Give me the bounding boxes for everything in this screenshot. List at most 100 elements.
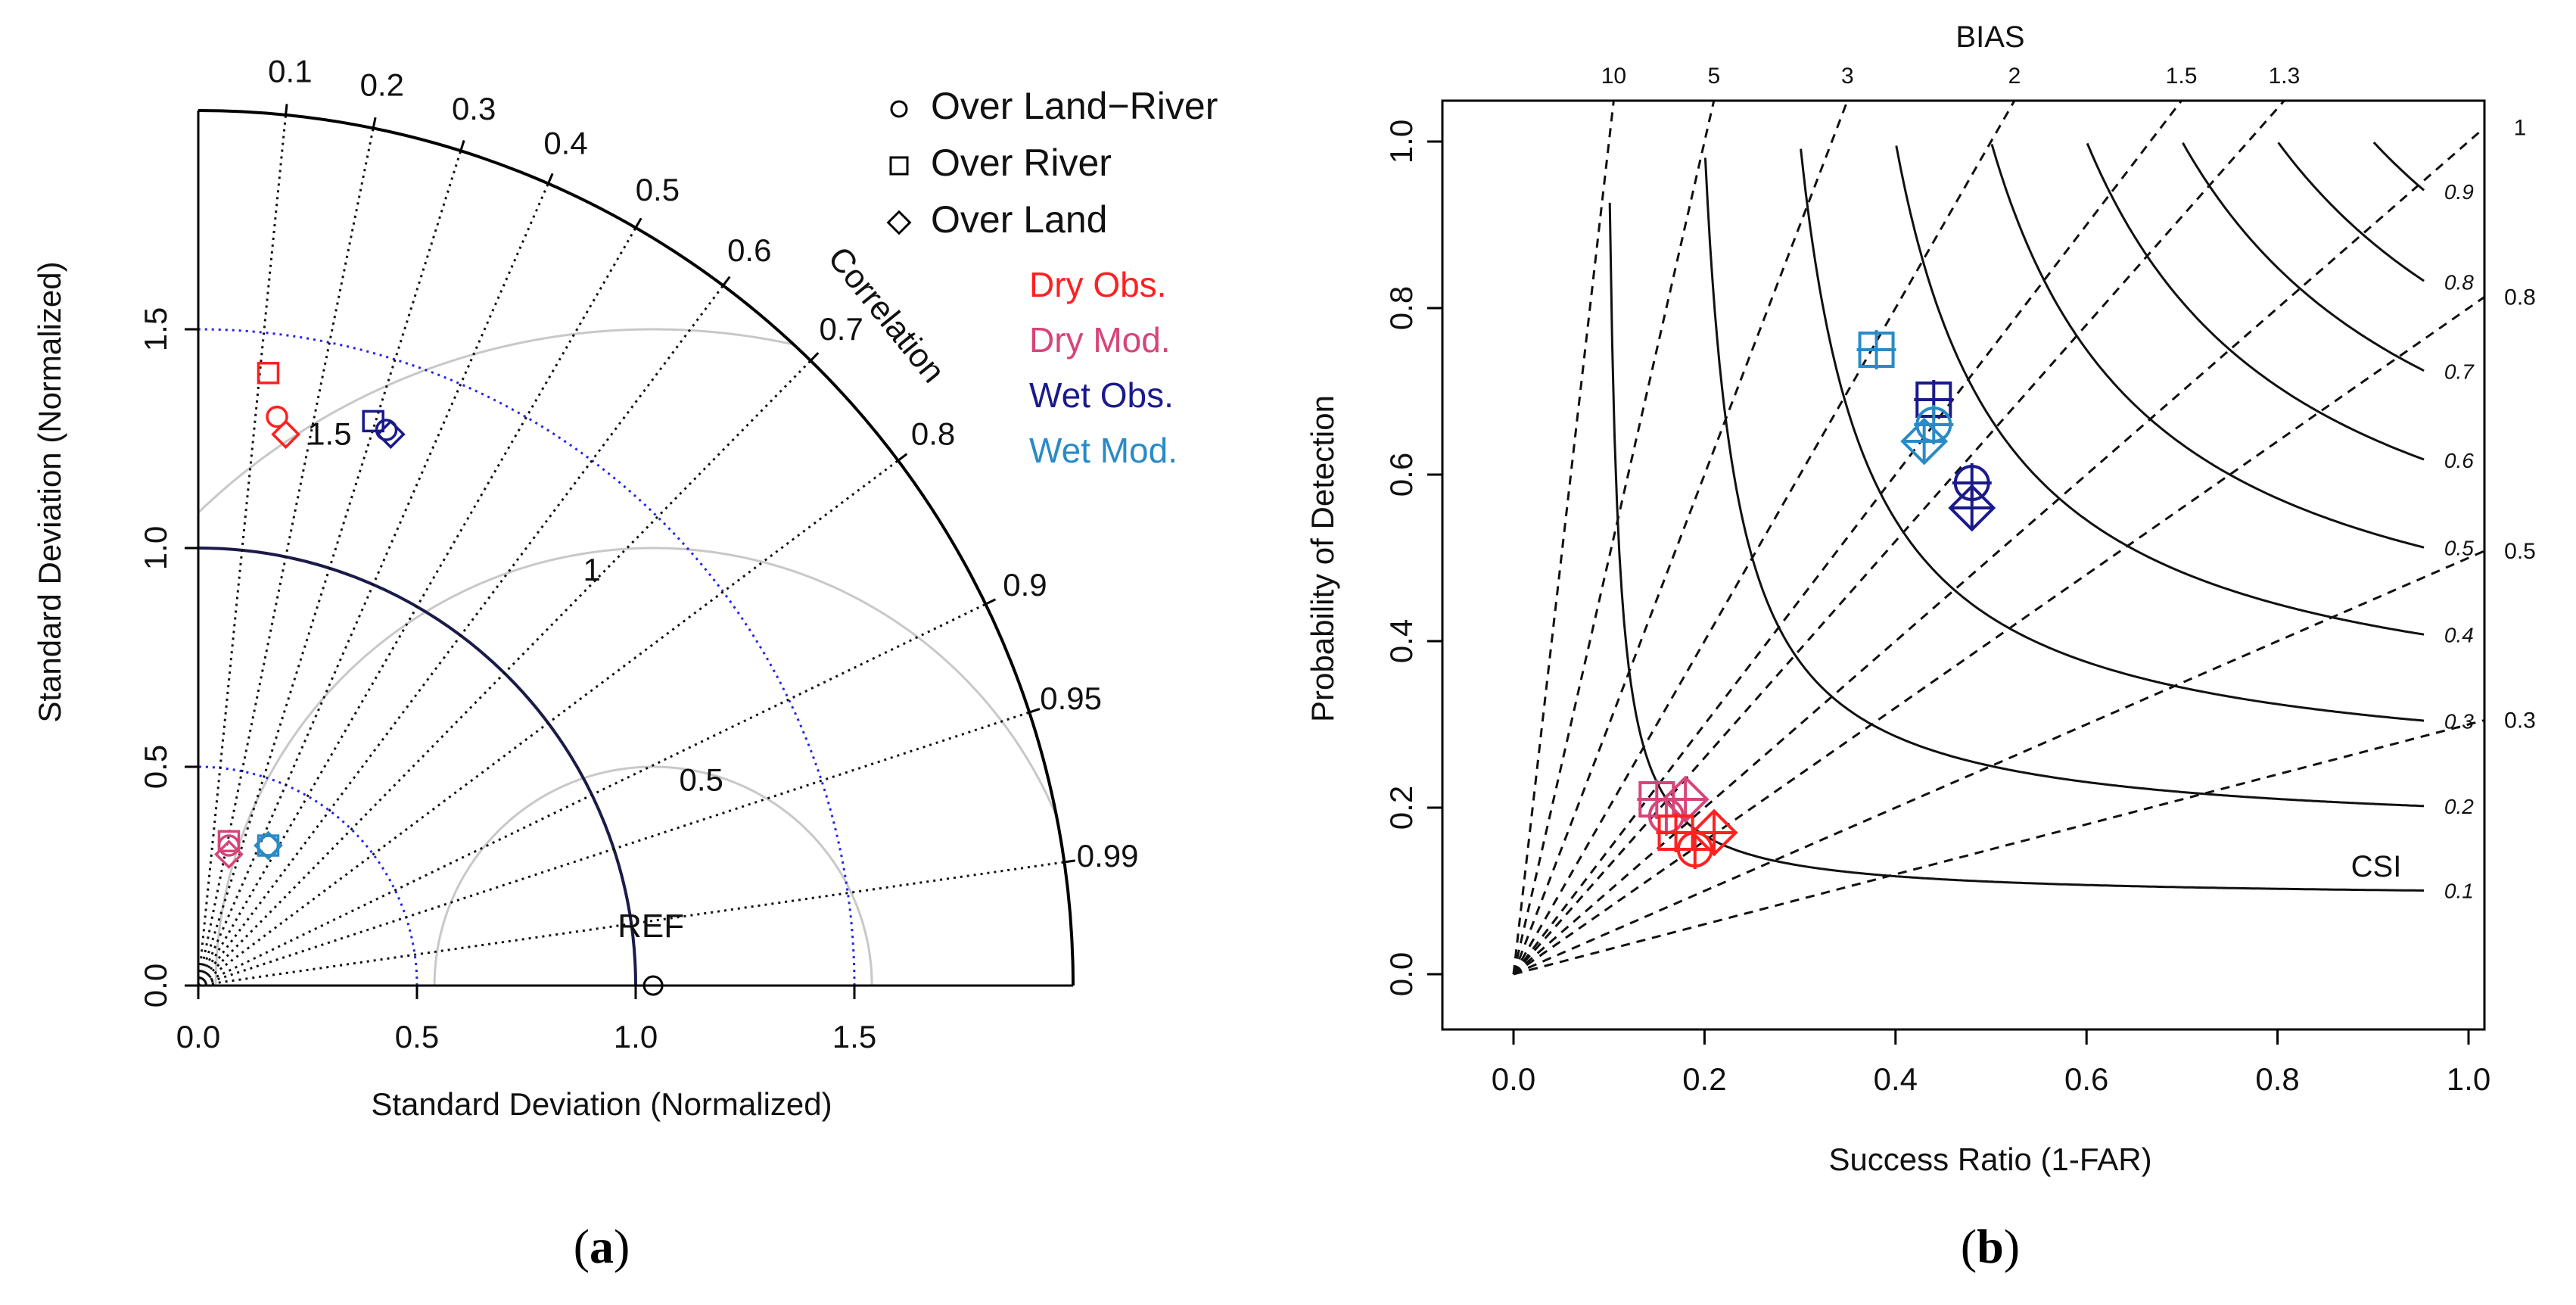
- csi-curve: [1895, 145, 2425, 636]
- taylor-point: [375, 419, 398, 441]
- correlation-ray: [198, 861, 1065, 987]
- legend-color-label: Dry Mod.: [1029, 320, 1171, 360]
- bias-label: 1: [2514, 116, 2527, 141]
- bias-line: [1512, 100, 1615, 975]
- taylor-x-label: Standard Deviation (Normalized): [371, 1086, 832, 1122]
- x-tick-label: 0.8: [2255, 1061, 2299, 1097]
- performance-point-cross: [1675, 830, 1715, 869]
- csi-label: 0.3: [2444, 709, 2474, 733]
- y-tick-label: 0.2: [1383, 786, 1419, 830]
- csi-curve: [2086, 142, 2425, 461]
- bias-label: 3: [1841, 64, 1854, 89]
- correlation-tick-label: 0.95: [1040, 681, 1102, 716]
- legend-circle-icon: [890, 100, 908, 118]
- performance-point: [1900, 417, 1949, 466]
- legend-color-label: Wet Mod.: [1029, 431, 1178, 470]
- rms-arc: [214, 547, 1057, 986]
- x-tick-label: 1.0: [2447, 1061, 2490, 1097]
- x-tick-label: 0.0: [176, 1019, 220, 1054]
- correlation-ray: [197, 114, 288, 986]
- legend-diamond-icon: [886, 210, 912, 235]
- x-tick-label: 0.2: [1682, 1061, 1726, 1097]
- correlation-tick-label: 0.4: [543, 126, 587, 161]
- bias-line: [1513, 296, 2485, 976]
- bias-line: [1512, 100, 1716, 975]
- y-tick-label: 0.0: [138, 964, 173, 1008]
- correlation-ray: [197, 182, 549, 986]
- bias-line: [1513, 550, 2485, 976]
- bias-label: 2: [2008, 64, 2021, 89]
- correlation-ray: [197, 128, 375, 986]
- performance-point-cross: [1856, 330, 1896, 369]
- correlation-tick: [1028, 708, 1041, 714]
- correlation-ray: [197, 285, 724, 986]
- csi-label: 0.8: [2444, 271, 2474, 294]
- csi-label: 0.9: [2444, 180, 2474, 204]
- bias-line: [1512, 100, 2182, 975]
- bias-line: [1512, 100, 2285, 975]
- y-tick-label: 0.5: [138, 745, 173, 789]
- taylor-point: [254, 830, 283, 861]
- bias-label: 0.8: [2504, 285, 2536, 310]
- taylor-point: [214, 839, 244, 869]
- csi-label: 0.4: [2444, 624, 2474, 647]
- panel-label-a: (a): [574, 1219, 630, 1273]
- plot-frame: [1441, 99, 2486, 1031]
- y-tick-label: 1.0: [138, 526, 173, 570]
- csi-curve: [2372, 142, 2425, 192]
- bias-label: 5: [1707, 64, 1720, 89]
- csi-label: 0.1: [2444, 879, 2474, 902]
- panel-label-b: (b): [1961, 1219, 2020, 1273]
- ref-point: [642, 975, 664, 996]
- correlation-ray: [198, 459, 899, 987]
- performance-x-label: Success Ratio (1-FAR): [1828, 1141, 2151, 1177]
- bias-label: 0.5: [2504, 539, 2536, 564]
- correlation-tick: [372, 117, 377, 129]
- correlation-ray: [198, 603, 987, 987]
- bias-line: [1512, 100, 2016, 975]
- correlation-tick: [985, 598, 997, 606]
- sd-arc-dotted: [198, 765, 418, 986]
- ref-label: REF: [618, 908, 684, 945]
- legend-shape-label: Over River: [931, 142, 1112, 184]
- rms-arc: [433, 765, 873, 986]
- correlation-ray: [197, 227, 637, 986]
- correlation-tick-label: 0.9: [1003, 567, 1047, 603]
- taylor-point: [257, 834, 280, 857]
- csi-label: 0.2: [2444, 795, 2474, 818]
- performance-point: [1661, 775, 1710, 824]
- correlation-tick: [634, 217, 642, 229]
- csi-curve: [1990, 144, 2425, 549]
- rms-label: 1: [583, 552, 601, 587]
- x-tick-label: 0.6: [2064, 1061, 2108, 1097]
- correlation-tick-label: 0.8: [911, 416, 955, 452]
- correlation-tick-label: 0.7: [819, 311, 863, 347]
- legend-color-label: Dry Obs.: [1029, 265, 1166, 304]
- correlation-ray: [198, 711, 1030, 987]
- correlation-ray: [197, 360, 812, 987]
- correlation-tick: [459, 140, 465, 151]
- csi-curve: [1800, 148, 2425, 722]
- rms-label: 1.5: [307, 416, 351, 452]
- correlation-tick-label: 0.1: [268, 53, 312, 89]
- rms-arc: [198, 328, 794, 513]
- correlation-tick-label: 0.2: [360, 67, 404, 103]
- sd-arc-reference: [198, 547, 637, 986]
- csi-title: CSI: [2351, 850, 2402, 883]
- correlation-tick-label: 0.99: [1077, 838, 1139, 874]
- performance-diagram: 10 5 3 2 1.5 1.3 1 0.8 0.5 0.3 0.1 0.2 0.3 0.4 0.5 0.6 0…: [1305, 20, 2536, 1273]
- taylor-point: [257, 362, 280, 385]
- y-tick-label: 1.0: [1383, 120, 1419, 164]
- correlation-ray: [197, 150, 462, 986]
- y-tick-label: 0.8: [1383, 286, 1419, 330]
- y-tick-label: 1.5: [138, 307, 173, 351]
- legend-shape-label: Over Land: [931, 198, 1107, 241]
- outer-arc: [198, 109, 1075, 986]
- taylor-legend: Over Land−River Over River Over Land Dry Ob…: [886, 85, 1218, 470]
- correlation-tick-label: 0.5: [636, 172, 680, 207]
- taylor-point: [266, 405, 288, 428]
- csi-curve: [2277, 142, 2425, 282]
- x-tick-label: 0.0: [1492, 1061, 1535, 1097]
- correlation-tick: [722, 276, 731, 287]
